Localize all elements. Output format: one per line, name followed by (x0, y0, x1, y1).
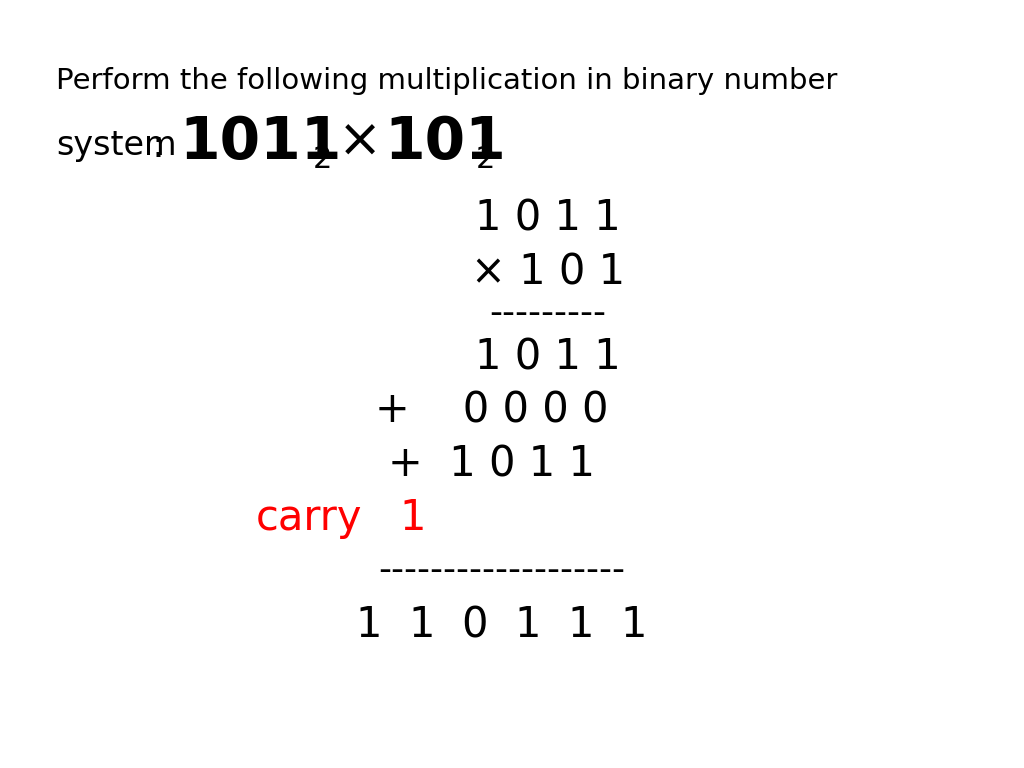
Text: Perform the following multiplication in binary number: Perform the following multiplication in … (56, 67, 838, 94)
Text: 1011: 1011 (179, 114, 342, 170)
Text: ---------: --------- (489, 296, 606, 330)
Text: × 1 0 1: × 1 0 1 (471, 252, 625, 293)
Text: +  1 0 1 1: + 1 0 1 1 (388, 444, 595, 485)
Text: -------------------: ------------------- (378, 553, 626, 587)
Text: 2: 2 (476, 145, 496, 174)
Text: :: : (152, 127, 165, 165)
Text: +    0 0 0 0: + 0 0 0 0 (375, 390, 608, 432)
Text: 1 0 1 1: 1 0 1 1 (475, 198, 621, 240)
Text: 2: 2 (312, 145, 332, 174)
Text: carry: carry (256, 498, 362, 539)
Text: ×: × (338, 116, 382, 168)
Text: 1  1  0  1  1  1: 1 1 0 1 1 1 (356, 605, 647, 647)
Text: 1: 1 (399, 498, 426, 539)
Text: 101: 101 (384, 114, 506, 170)
Text: system: system (56, 130, 177, 162)
Text: 1 0 1 1: 1 0 1 1 (475, 336, 621, 378)
